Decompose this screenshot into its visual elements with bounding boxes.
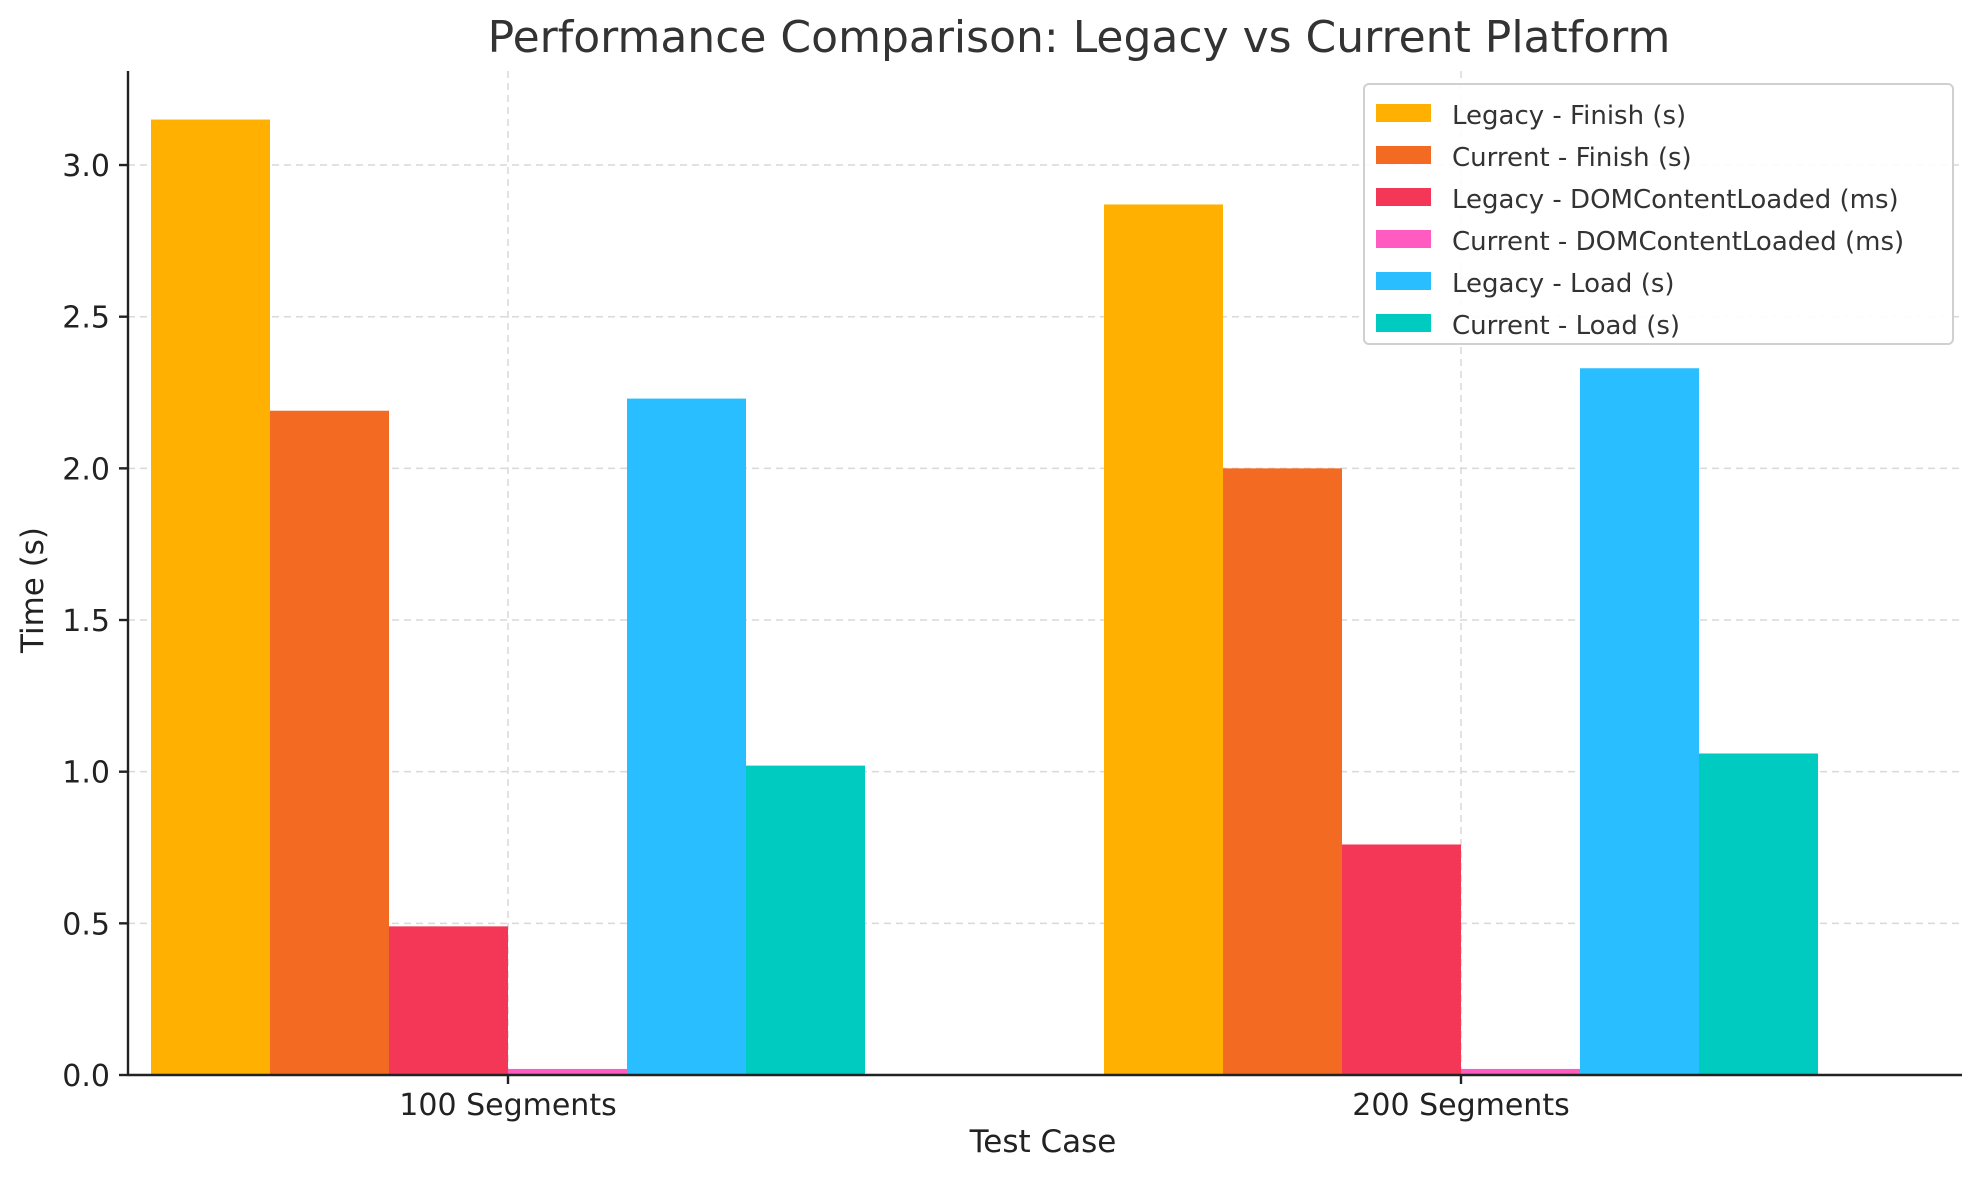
x-tick-label: 100 Segments	[399, 1088, 616, 1123]
y-tick-label: 2.5	[62, 301, 110, 336]
bar-2-1	[1342, 844, 1461, 1075]
y-tick-label: 0.0	[62, 1059, 110, 1094]
bar-3-0	[508, 1068, 627, 1075]
legend-label: Current - DOMContentLoaded (ms)	[1452, 227, 1904, 257]
bar-3-1	[1461, 1068, 1580, 1075]
bar-1-0	[270, 410, 389, 1075]
bar-0-0	[151, 119, 270, 1075]
y-tick-label: 1.0	[62, 756, 110, 791]
legend-label: Legacy - Finish (s)	[1452, 101, 1686, 131]
bar-5-1	[1699, 753, 1818, 1075]
axes-layer: 0.0 0.5 1.0 1.5 2.0 2.5 3.0 100 Segments 200 Seg…	[62, 71, 1962, 1123]
bar-0-1	[1104, 204, 1223, 1076]
legend-swatch	[1376, 272, 1431, 290]
legend-swatch	[1376, 188, 1431, 206]
legend-label: Current - Load (s)	[1452, 311, 1680, 341]
grid-layer	[128, 71, 1962, 1076]
legend-swatch	[1376, 314, 1431, 332]
bar-5-0	[746, 765, 865, 1075]
bar-4-1	[1580, 368, 1699, 1075]
legend-label: Legacy - DOMContentLoaded (ms)	[1452, 185, 1899, 215]
legend-box	[1363, 83, 1954, 345]
y-tick-label: 0.5	[62, 907, 110, 942]
legend-swatch	[1376, 104, 1431, 122]
legend-label: Current - Finish (s)	[1452, 143, 1692, 173]
bar-2-0	[389, 926, 508, 1075]
legend-swatch	[1376, 230, 1431, 248]
chart-title: Performance Comparison: Legacy vs Curren…	[488, 12, 1671, 63]
legend-swatch	[1376, 146, 1431, 164]
y-tick-label: 1.5	[62, 604, 110, 639]
legend-label: Legacy - Load (s)	[1452, 269, 1675, 299]
y-tick-label: 3.0	[62, 149, 110, 184]
x-tick-label: 200 Segments	[1352, 1088, 1569, 1123]
y-tick-label: 2.0	[62, 452, 110, 487]
y-axis-label: Time (s)	[15, 527, 51, 654]
legend: Legacy - Finish (s) Current - Finish (s) L…	[1363, 83, 1954, 345]
bar-4-0	[627, 398, 746, 1075]
x-axis-label: Test Case	[969, 1124, 1117, 1160]
bars-layer	[151, 119, 1818, 1076]
bar-1-1	[1223, 468, 1342, 1075]
